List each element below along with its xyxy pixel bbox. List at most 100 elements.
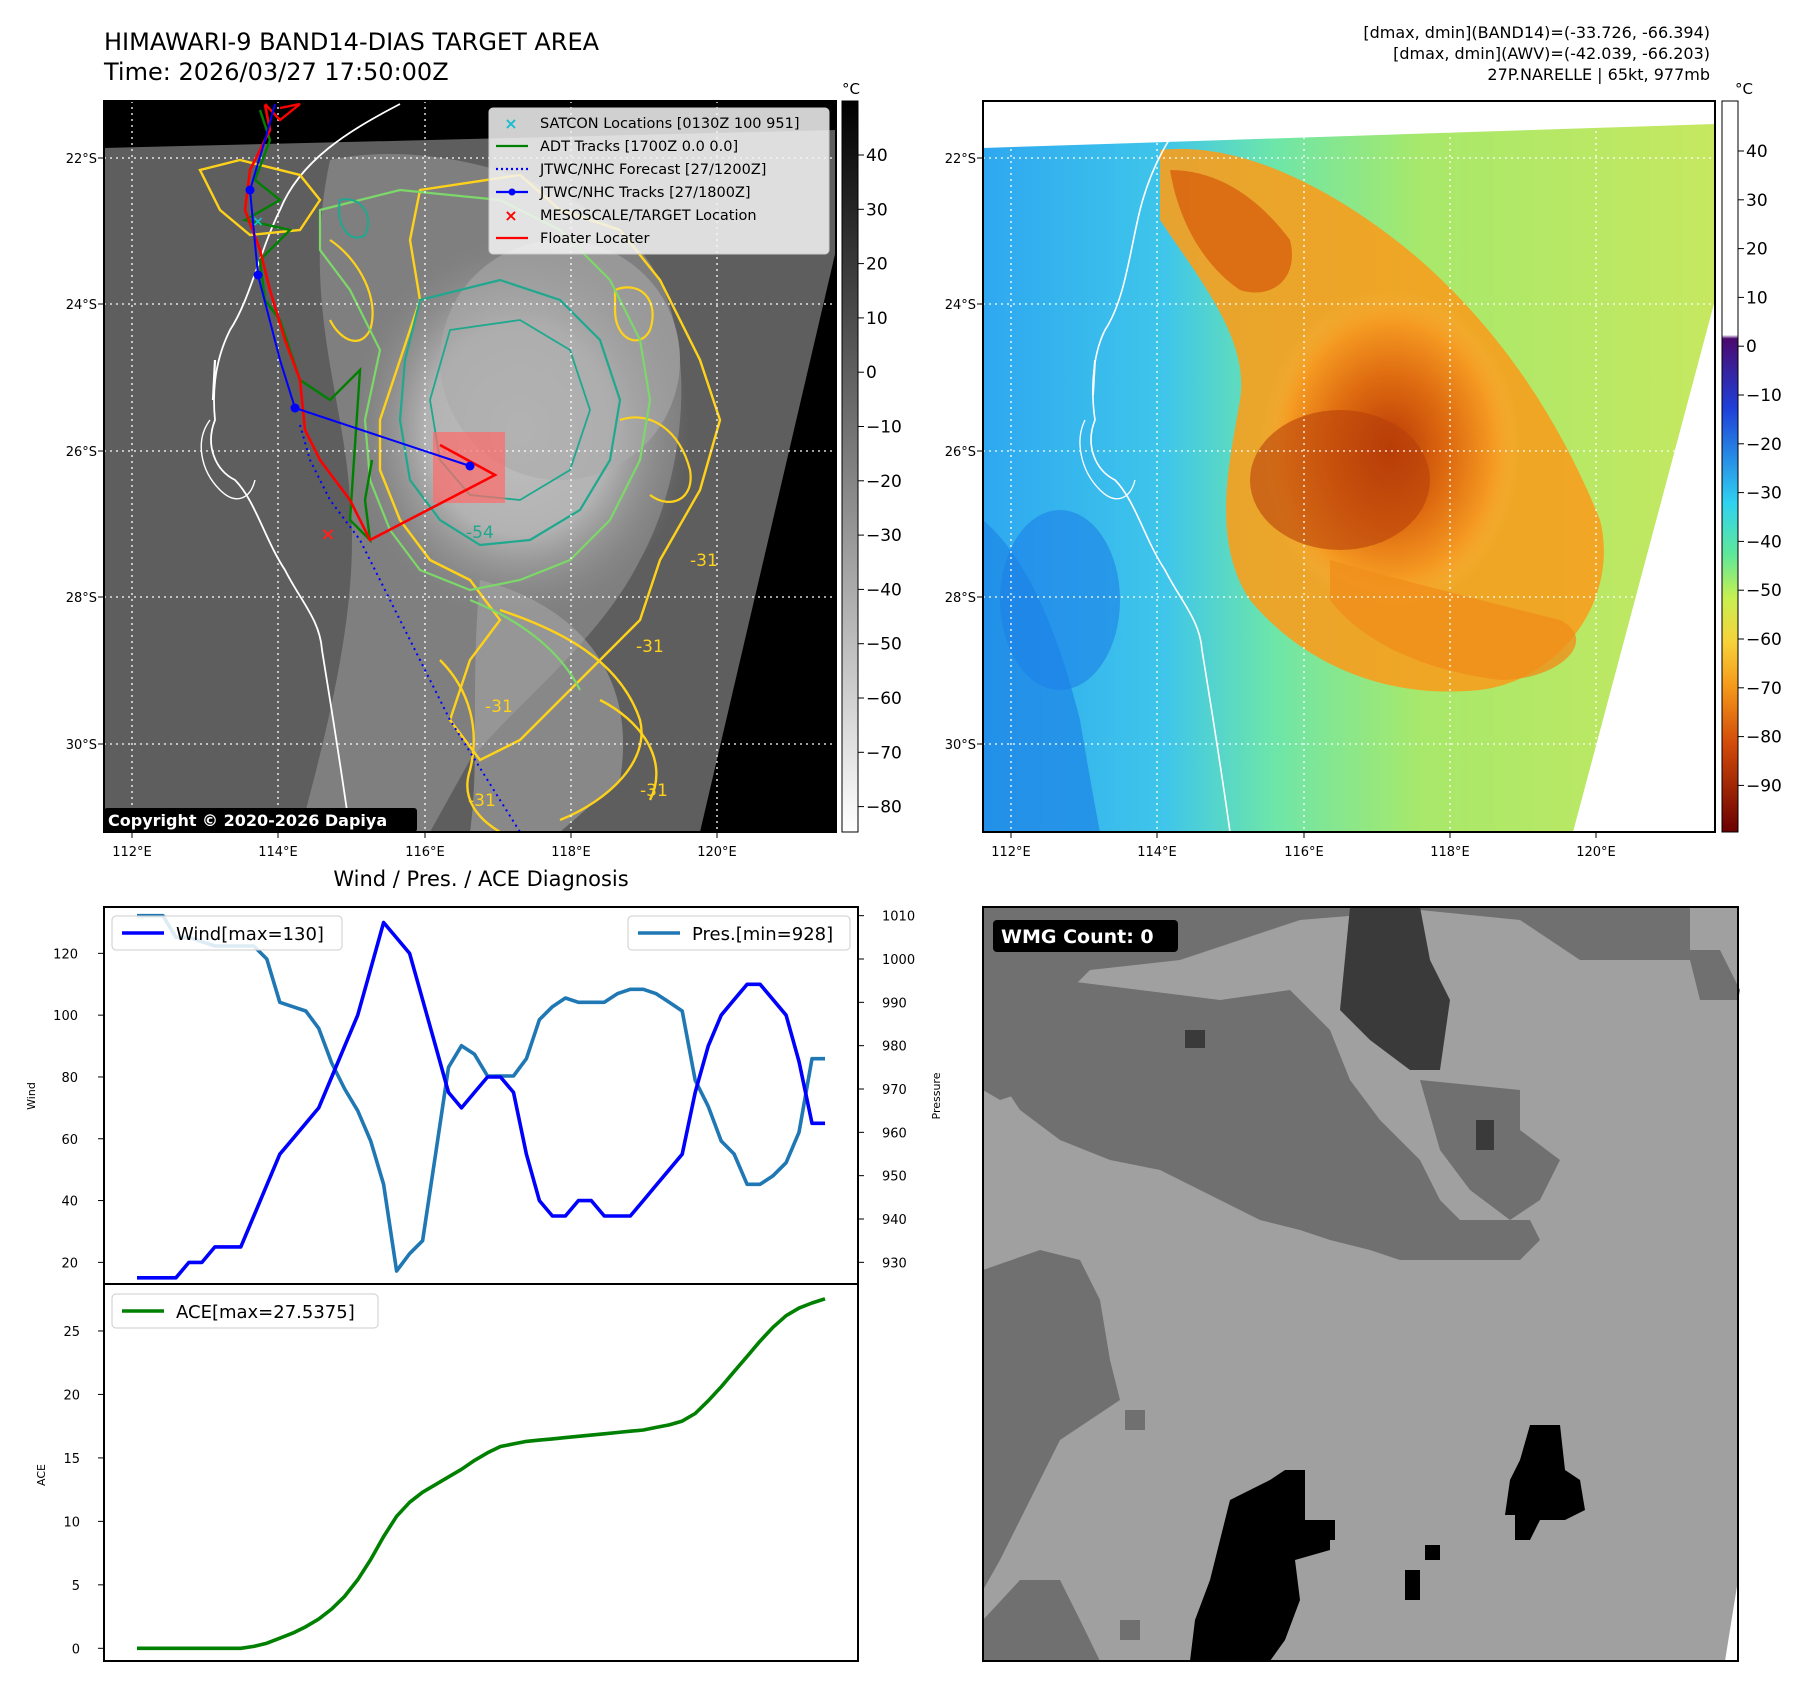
awv-lon-label: 116°E [1284, 845, 1324, 860]
contour-label-31-c: -31 [690, 551, 718, 571]
wind-tick-label: 60 [61, 1133, 78, 1148]
band14-colorbar-tick-label: −10 [866, 418, 902, 438]
legend-label: Floater Locater [540, 231, 649, 247]
band14-legend: × SATCON Locations [0130Z 100 951] ADT Tra… [489, 108, 829, 254]
legend-label: SATCON Locations [0130Z 100 951] [540, 116, 799, 132]
awv-colorbar-tick-label: 0 [1746, 337, 1757, 357]
pressure-tick-label: 970 [882, 1083, 907, 1098]
mesoscale-target-marker: × [320, 524, 335, 545]
wind-legend: Wind[max=130] [112, 916, 342, 950]
contour-label-31-d: -31 [468, 791, 496, 811]
pressure-tick-label: 940 [882, 1213, 907, 1228]
awv-lat-label: 26°S [945, 445, 976, 460]
legend-label: JTWC/NHC Tracks [27/1800Z] [539, 185, 751, 201]
jtwc-track-point [291, 404, 300, 413]
awv-colorbar-tick-label: 10 [1746, 288, 1768, 308]
wind-legend-label: Wind[max=130] [176, 924, 324, 945]
ace-tick-label: 0 [72, 1642, 80, 1657]
jtwc-track-point [246, 186, 255, 195]
ace-tick-label: 5 [72, 1579, 80, 1594]
awv-map-panel [983, 101, 1715, 832]
band14-colorbar-tick-label: 0 [866, 363, 877, 383]
ace-tick-label: 15 [63, 1452, 80, 1467]
awv-lon-label: 118°E [1430, 845, 1470, 860]
wind-tick-label: 20 [61, 1256, 78, 1271]
band14-lon-label: 120°E [697, 845, 737, 860]
band14-lon-label: 116°E [405, 845, 445, 860]
figure-time: Time: 2026/03/27 17:50:00Z [103, 58, 449, 86]
jtwc-track-point [466, 462, 475, 471]
band14-colorbar-tick-label: −30 [866, 526, 902, 546]
awv-colorbar-tick-label: −20 [1746, 435, 1782, 455]
band14-map-panel: -54 -31 -31 -31 -31 -31 [104, 101, 836, 832]
awv-colorbar-tick-label: 40 [1746, 142, 1768, 162]
band14-colorbar-tick-label: −60 [866, 689, 902, 709]
legend-label: JTWC/NHC Forecast [27/1200Z] [539, 162, 766, 178]
band14-lat-label: 26°S [66, 445, 97, 460]
band14-colorbar-tick-label: 10 [866, 309, 888, 329]
legend-entry: ×MESOSCALE/TARGET Location [504, 206, 756, 225]
pressure-tick-label: 990 [882, 996, 907, 1011]
pres-legend-label: Pres.[min=928] [692, 924, 833, 945]
awv-colorbar-tick-label: 20 [1746, 240, 1768, 260]
awv-colorbar-tick-label: −10 [1746, 386, 1782, 406]
wind-tick-label: 80 [61, 1071, 78, 1086]
awv-lat-label: 30°S [945, 738, 976, 753]
pressure-tick-label: 960 [882, 1126, 907, 1141]
band14-lon-label: 118°E [551, 845, 591, 860]
awv-colorbar-unit: °C [1735, 80, 1753, 98]
band14-lat-label: 24°S [66, 298, 97, 313]
band14-colorbar-tick-label: −20 [866, 472, 902, 492]
awv-lat-label: 24°S [945, 298, 976, 313]
band14-lat-label: 30°S [66, 738, 97, 753]
pressure-tick-label: 950 [882, 1170, 907, 1185]
wind-tick-label: 40 [61, 1195, 78, 1210]
legend-entry: × SATCON Locations [0130Z 100 951] [504, 114, 799, 133]
ace-tick-label: 10 [63, 1515, 80, 1530]
legend-marker-x-icon: × [504, 114, 517, 133]
contour-label-31-e: -31 [640, 781, 668, 801]
contour-label-31-a: -31 [485, 697, 513, 717]
wmg-count-label: WMG Count: 0 [1001, 926, 1154, 948]
legend-label: MESOSCALE/TARGET Location [540, 208, 757, 224]
awv-colorbar-tick-label: −70 [1746, 679, 1782, 699]
pressure-axis-label: Pressure [930, 1072, 943, 1119]
jtwc-track-point [254, 271, 263, 280]
ace-tick-label: 25 [63, 1325, 80, 1340]
awv-colorbar-tick-label: −90 [1746, 776, 1782, 796]
band14-lon-label: 112°E [112, 845, 152, 860]
band14-lat-label: 28°S [66, 591, 97, 606]
band14-colorbar-tick-label: −40 [866, 580, 902, 600]
info-line-3: 27P.NARELLE | 65kt, 977mb [1487, 65, 1710, 84]
awv-colorbar-tick-label: −60 [1746, 630, 1782, 650]
awv-lon-label: 120°E [1576, 845, 1616, 860]
ace-legend-label: ACE[max=27.5375] [176, 1302, 355, 1323]
legend-label: ADT Tracks [1700Z 0.0 0.0] [540, 139, 738, 155]
awv-colorbar-tick-label: −80 [1746, 728, 1782, 748]
ace-axis-label: ACE [35, 1464, 48, 1486]
band14-colorbar-tick-label: −80 [866, 798, 902, 818]
pressure-tick-label: 930 [882, 1256, 907, 1271]
pressure-tick-label: 980 [882, 1040, 907, 1055]
legend-dot-icon [509, 189, 516, 196]
contour-label-54: -54 [466, 523, 494, 543]
ace-legend: ACE[max=27.5375] [112, 1294, 378, 1328]
copyright-label: Copyright © 2020-2026 Dapiya [108, 811, 387, 830]
pres-legend: Pres.[min=928] [628, 916, 850, 950]
awv-colorbar-tick-label: −40 [1746, 532, 1782, 552]
band14-colorbar-tick-label: 30 [866, 200, 888, 220]
wind-tick-label: 100 [53, 1009, 78, 1024]
info-line-2: [dmax, dmin](AWV)=(-42.039, -66.203) [1393, 44, 1710, 63]
wind-tick-label: 120 [53, 947, 78, 962]
awv-colorbar-tick-label: −50 [1746, 581, 1782, 601]
diagnosis-title: Wind / Pres. / ACE Diagnosis [333, 867, 628, 891]
pressure-tick-label: 1010 [882, 910, 915, 925]
awv-colorbar-tick-label: −30 [1746, 484, 1782, 504]
info-line-1: [dmax, dmin](BAND14)=(-33.726, -66.394) [1363, 23, 1710, 42]
band14-colorbar-tick-label: 20 [866, 255, 888, 275]
awv-lat-label: 22°S [945, 152, 976, 167]
ace-tick-label: 20 [63, 1388, 80, 1403]
contour-label-31-b: -31 [636, 637, 664, 657]
wmg-panel: WMG Count: 0 [983, 907, 1740, 1661]
awv-lat-label: 28°S [945, 591, 976, 606]
